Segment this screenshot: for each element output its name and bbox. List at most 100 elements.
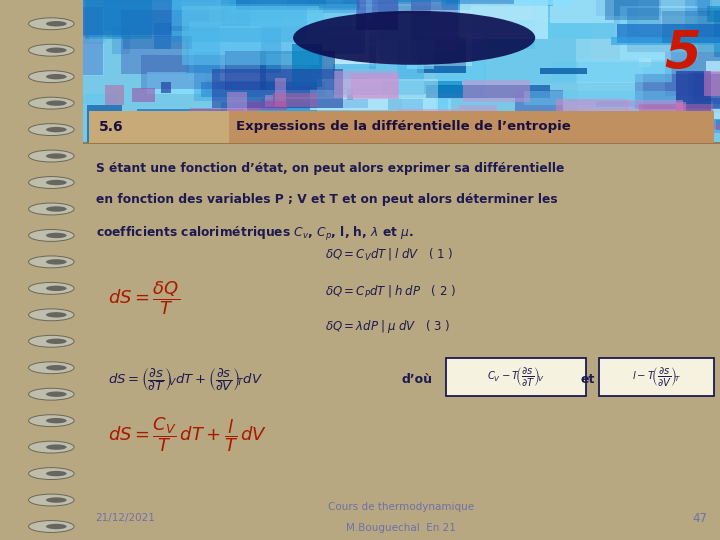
FancyBboxPatch shape [508, 0, 572, 5]
FancyBboxPatch shape [462, 80, 530, 102]
FancyBboxPatch shape [104, 0, 181, 31]
FancyBboxPatch shape [483, 21, 590, 83]
FancyBboxPatch shape [379, 41, 421, 60]
FancyBboxPatch shape [605, 0, 660, 20]
FancyBboxPatch shape [658, 111, 703, 120]
Text: 5.6: 5.6 [99, 120, 123, 134]
FancyBboxPatch shape [460, 0, 549, 39]
Ellipse shape [46, 524, 67, 529]
FancyBboxPatch shape [105, 85, 124, 105]
FancyBboxPatch shape [232, 119, 259, 139]
FancyBboxPatch shape [343, 0, 412, 4]
FancyBboxPatch shape [287, 0, 360, 9]
FancyBboxPatch shape [556, 99, 628, 117]
Ellipse shape [29, 388, 74, 400]
Ellipse shape [29, 203, 74, 215]
FancyBboxPatch shape [446, 0, 513, 4]
Ellipse shape [29, 150, 74, 162]
FancyBboxPatch shape [221, 102, 351, 128]
FancyBboxPatch shape [681, 108, 720, 119]
FancyBboxPatch shape [186, 28, 281, 73]
FancyBboxPatch shape [436, 99, 449, 119]
FancyBboxPatch shape [194, 52, 287, 102]
Ellipse shape [29, 256, 74, 268]
FancyBboxPatch shape [697, 0, 720, 12]
FancyBboxPatch shape [54, 102, 66, 122]
FancyBboxPatch shape [324, 10, 472, 66]
FancyBboxPatch shape [212, 70, 343, 109]
Text: $\delta Q = \lambda dP \;|\; \mu\;dV$   ( 3 ): $\delta Q = \lambda dP \;|\; \mu\;dV$ ( … [325, 318, 450, 335]
FancyBboxPatch shape [497, 116, 507, 134]
FancyBboxPatch shape [317, 79, 438, 125]
FancyBboxPatch shape [116, 115, 146, 128]
FancyBboxPatch shape [235, 0, 359, 10]
FancyBboxPatch shape [161, 82, 171, 93]
FancyBboxPatch shape [247, 100, 287, 110]
Ellipse shape [46, 21, 67, 26]
Ellipse shape [29, 230, 74, 241]
Text: en fonction des variables P ; V et T et on peut alors déterminer les: en fonction des variables P ; V et T et … [96, 193, 557, 206]
Ellipse shape [46, 180, 67, 185]
FancyBboxPatch shape [366, 0, 372, 21]
FancyBboxPatch shape [351, 75, 399, 99]
FancyBboxPatch shape [229, 0, 326, 5]
Ellipse shape [293, 11, 535, 65]
FancyBboxPatch shape [112, 25, 130, 55]
Ellipse shape [46, 365, 67, 370]
FancyBboxPatch shape [235, 0, 282, 36]
FancyBboxPatch shape [238, 127, 339, 138]
Ellipse shape [46, 312, 67, 318]
FancyBboxPatch shape [621, 5, 698, 60]
FancyBboxPatch shape [283, 40, 397, 87]
FancyBboxPatch shape [271, 111, 312, 122]
FancyBboxPatch shape [638, 0, 695, 33]
Text: coefficients calorimétriques $C_v$, $C_p$, l, h, $\lambda$ et $\mu$.: coefficients calorimétriques $C_v$, $C_p… [96, 225, 413, 242]
FancyBboxPatch shape [347, 89, 354, 100]
Text: 5: 5 [664, 28, 701, 80]
FancyBboxPatch shape [220, 0, 250, 31]
Ellipse shape [46, 418, 67, 423]
FancyBboxPatch shape [639, 58, 652, 67]
FancyBboxPatch shape [275, 78, 286, 107]
FancyBboxPatch shape [665, 52, 720, 96]
Ellipse shape [29, 44, 74, 56]
FancyBboxPatch shape [714, 10, 720, 57]
FancyBboxPatch shape [326, 0, 489, 6]
Text: M.Bouguechal  En 21: M.Bouguechal En 21 [346, 523, 456, 533]
Ellipse shape [29, 441, 74, 453]
FancyBboxPatch shape [639, 104, 713, 115]
FancyBboxPatch shape [78, 0, 215, 2]
Ellipse shape [46, 233, 67, 238]
FancyBboxPatch shape [402, 98, 451, 133]
Ellipse shape [29, 468, 74, 480]
FancyBboxPatch shape [716, 120, 720, 130]
Ellipse shape [29, 309, 74, 321]
FancyBboxPatch shape [661, 0, 685, 36]
Ellipse shape [46, 153, 67, 159]
FancyBboxPatch shape [85, 0, 153, 39]
FancyBboxPatch shape [382, 81, 462, 94]
FancyBboxPatch shape [190, 108, 259, 123]
FancyBboxPatch shape [83, 0, 720, 143]
Ellipse shape [46, 497, 67, 503]
FancyBboxPatch shape [531, 0, 615, 38]
FancyBboxPatch shape [323, 2, 399, 13]
FancyBboxPatch shape [410, 0, 458, 53]
Text: $\delta Q = C_P dT \;|\; h\;dP$   ( 2 ): $\delta Q = C_P dT \;|\; h\;dP$ ( 2 ) [325, 282, 456, 299]
Ellipse shape [46, 471, 67, 476]
FancyBboxPatch shape [76, 0, 171, 35]
FancyBboxPatch shape [526, 121, 572, 135]
FancyBboxPatch shape [709, 84, 720, 113]
FancyBboxPatch shape [51, 0, 172, 37]
FancyBboxPatch shape [676, 103, 686, 122]
Ellipse shape [29, 335, 74, 347]
FancyBboxPatch shape [540, 68, 588, 74]
FancyBboxPatch shape [419, 32, 493, 43]
Ellipse shape [29, 415, 74, 427]
Ellipse shape [46, 392, 67, 397]
FancyBboxPatch shape [122, 10, 225, 74]
FancyBboxPatch shape [227, 92, 247, 114]
FancyBboxPatch shape [51, 0, 64, 28]
FancyBboxPatch shape [596, 101, 713, 107]
FancyBboxPatch shape [378, 0, 431, 15]
